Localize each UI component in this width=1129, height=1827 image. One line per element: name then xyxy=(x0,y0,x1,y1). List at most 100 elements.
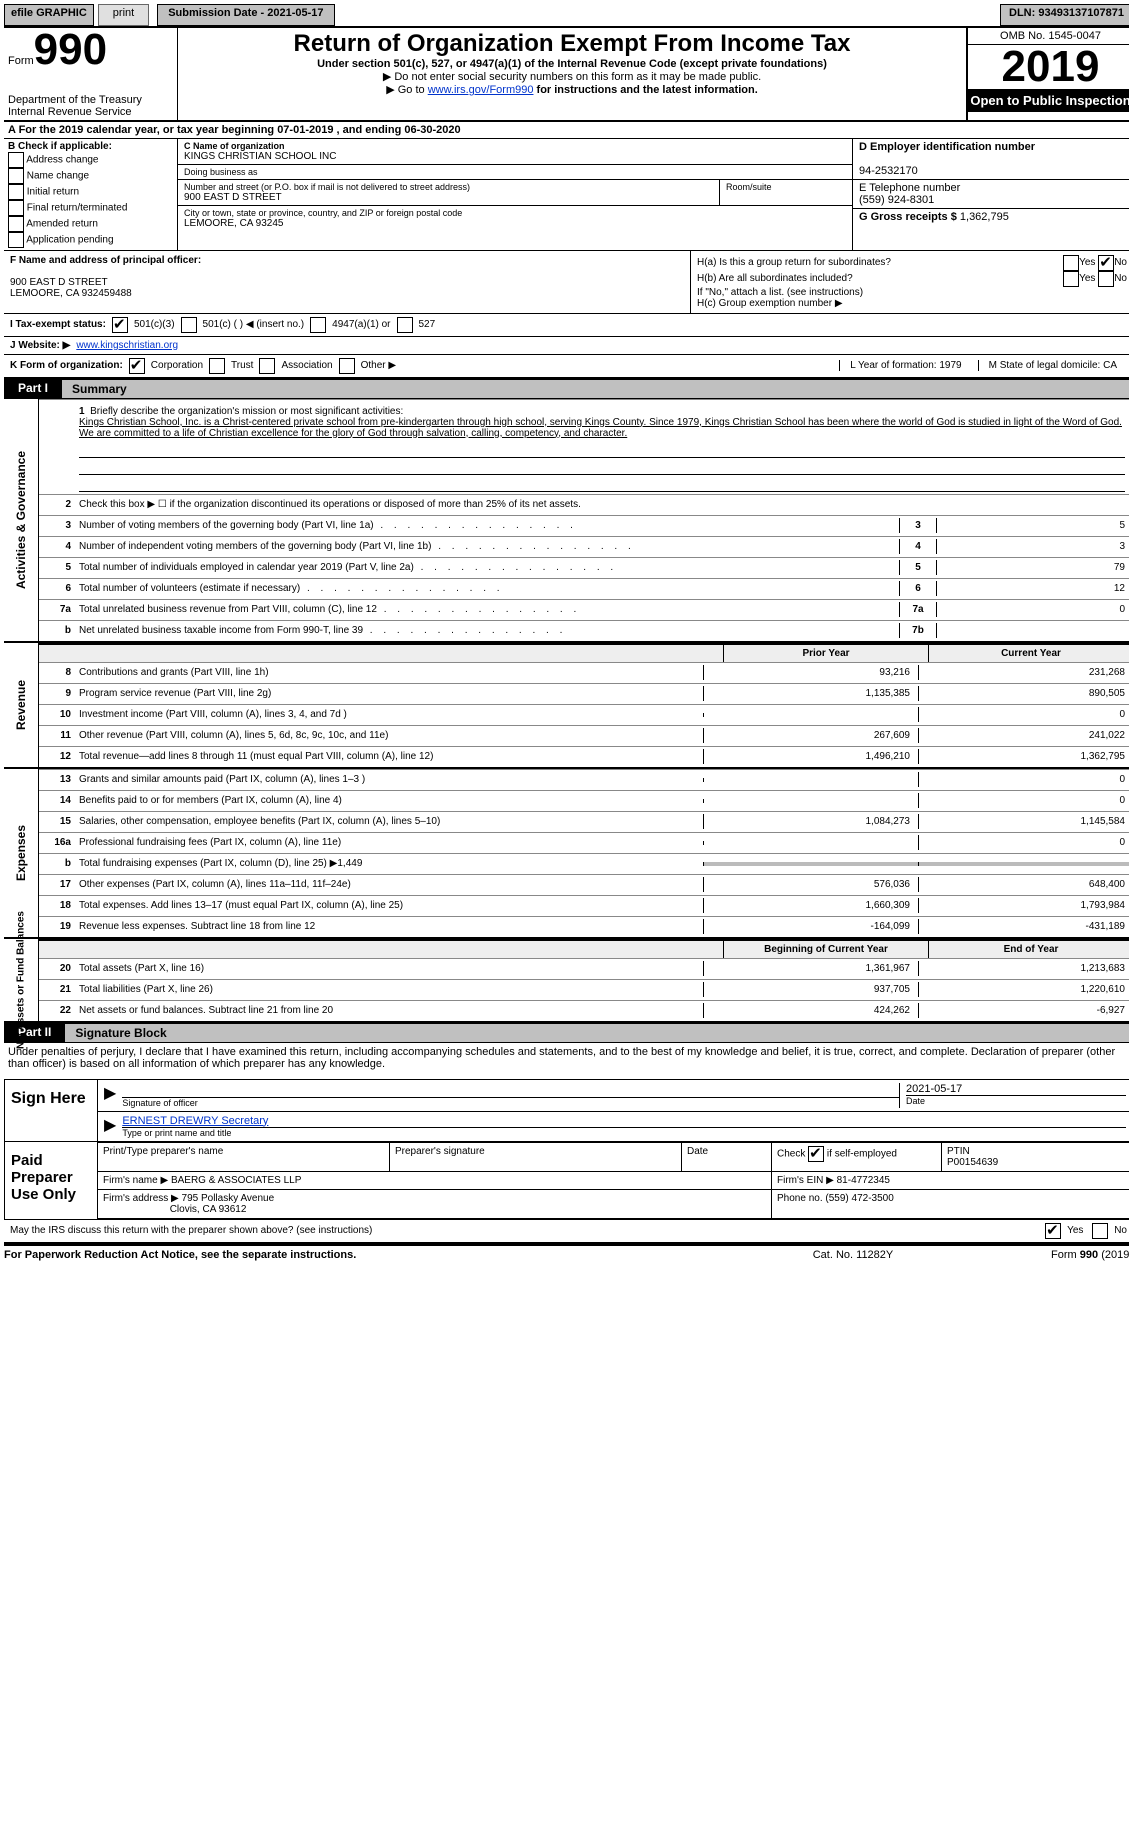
sign-arrow-icon-2: ▶ xyxy=(104,1115,116,1138)
website-link[interactable]: www.kingschristian.org xyxy=(76,340,178,351)
sign-arrow-icon: ▶ xyxy=(104,1083,116,1108)
k-opt1: Corporation xyxy=(151,360,203,371)
prep-name-hdr: Print/Type preparer's name xyxy=(98,1143,390,1172)
print-button[interactable]: print xyxy=(98,4,149,26)
k-assoc-checkbox[interactable] xyxy=(259,358,275,374)
summary-line: 13Grants and similar amounts paid (Part … xyxy=(39,769,1129,790)
tax-year: 2019 xyxy=(968,45,1129,89)
row-j: J Website: ▶ www.kingschristian.org xyxy=(4,337,1129,355)
summary-line: 19Revenue less expenses. Subtract line 1… xyxy=(39,916,1129,937)
city-label: City or town, state or province, country… xyxy=(184,208,846,218)
irs-link[interactable]: www.irs.gov/Form990 xyxy=(428,84,534,96)
hb-note: If "No," attach a list. (see instruction… xyxy=(697,287,1127,298)
cat-no: Cat. No. 11282Y xyxy=(753,1249,953,1261)
summary-line: 15Salaries, other compensation, employee… xyxy=(39,811,1129,832)
row-i: I Tax-exempt status: 501(c)(3) 501(c) ( … xyxy=(4,314,1129,337)
summary-line: 18Total expenses. Add lines 13–17 (must … xyxy=(39,895,1129,916)
net-col-header: Beginning of Current Year End of Year xyxy=(39,939,1129,958)
tel-value: (559) 924-8301 xyxy=(859,194,934,206)
summary-line: 16aProfessional fundraising fees (Part I… xyxy=(39,832,1129,853)
selfemp-checkbox[interactable] xyxy=(808,1146,824,1162)
officer-name[interactable]: ERNEST DREWRY Secretary xyxy=(122,1115,268,1127)
summary-line: 4Number of independent voting members of… xyxy=(39,536,1129,557)
secb-option[interactable]: Address change xyxy=(8,152,173,168)
firm-addr2: Clovis, CA 93612 xyxy=(170,1204,247,1215)
sig-date-label: Date xyxy=(906,1096,1126,1106)
summary-line: 17Other expenses (Part IX, column (A), l… xyxy=(39,874,1129,895)
dept-treasury: Department of the Treasury Internal Reve… xyxy=(8,94,173,118)
ha-no-checkbox[interactable] xyxy=(1098,255,1114,271)
i-527-checkbox[interactable] xyxy=(397,317,413,333)
revenue-col-header: Prior Year Current Year xyxy=(39,643,1129,662)
paid-preparer-label: Paid Preparer Use Only xyxy=(5,1142,97,1219)
i-501c-checkbox[interactable] xyxy=(181,317,197,333)
form-title: Return of Organization Exempt From Incom… xyxy=(186,30,958,58)
secb-option[interactable]: Name change xyxy=(8,168,173,184)
firm-ein-label: Firm's EIN ▶ xyxy=(777,1175,834,1186)
dln-label: DLN: 93493137107871 xyxy=(1000,4,1129,26)
expenses-section: Expenses 13Grants and similar amounts pa… xyxy=(4,769,1129,939)
firm-name: BAERG & ASSOCIATES LLP xyxy=(171,1175,301,1186)
i-501c3-checkbox[interactable] xyxy=(112,317,128,333)
summary-line: 5Total number of individuals employed in… xyxy=(39,557,1129,578)
net-assets-section: Net Assets or Fund Balances Beginning of… xyxy=(4,939,1129,1023)
secb-option[interactable]: Amended return xyxy=(8,216,173,232)
section-h: H(a) Is this a group return for subordin… xyxy=(691,251,1129,313)
prep-date-hdr: Date xyxy=(682,1143,772,1172)
ruled-lines xyxy=(79,441,1125,492)
ein-label: D Employer identification number xyxy=(859,141,1035,153)
part2-title: Signature Block xyxy=(65,1023,1129,1043)
secb-option[interactable]: Initial return xyxy=(8,184,173,200)
k-opt3: Association xyxy=(281,360,332,371)
gross-value: 1,362,795 xyxy=(960,211,1009,223)
i-4947-checkbox[interactable] xyxy=(310,317,326,333)
i-opt4: 527 xyxy=(419,319,436,330)
form-word: Form xyxy=(8,55,34,67)
paperwork-notice: For Paperwork Reduction Act Notice, see … xyxy=(4,1249,753,1261)
section-f: F Name and address of principal officer:… xyxy=(4,251,691,313)
k-other-checkbox[interactable] xyxy=(339,358,355,374)
row-klm: K Form of organization: Corporation Trus… xyxy=(4,355,1129,379)
summary-line: 8Contributions and grants (Part VIII, li… xyxy=(39,662,1129,683)
l-year: L Year of formation: 1979 xyxy=(839,360,971,371)
revenue-section: Revenue Prior Year Current Year 8Contrib… xyxy=(4,643,1129,769)
secb-option[interactable]: Final return/terminated xyxy=(8,200,173,216)
summary-line: 14Benefits paid to or for members (Part … xyxy=(39,790,1129,811)
prep-sig-hdr: Preparer's signature xyxy=(390,1143,682,1172)
section-d: D Employer identification number 94-2532… xyxy=(852,139,1129,250)
goto-post: for instructions and the latest informat… xyxy=(537,84,758,96)
header-right: OMB No. 1545-0047 2019 Open to Public In… xyxy=(966,28,1129,120)
secb-option[interactable]: Application pending xyxy=(8,232,173,248)
section-fh: F Name and address of principal officer:… xyxy=(4,251,1129,314)
room-label: Room/suite xyxy=(726,182,846,192)
perjury-statement: Under penalties of perjury, I declare th… xyxy=(4,1043,1129,1073)
current-year-hdr: Current Year xyxy=(928,645,1129,662)
summary-line: 12Total revenue—add lines 8 through 11 (… xyxy=(39,746,1129,767)
form-number: 990 xyxy=(34,25,107,74)
discuss-row: May the IRS discuss this return with the… xyxy=(4,1220,1129,1244)
firm-phone: (559) 472-3500 xyxy=(825,1193,893,1204)
sign-here-label: Sign Here xyxy=(5,1080,97,1141)
ha-label: H(a) Is this a group return for subordin… xyxy=(697,257,1063,268)
hb-label: H(b) Are all subordinates included? xyxy=(697,273,1063,284)
k-trust-checkbox[interactable] xyxy=(209,358,225,374)
vlabel-net: Net Assets or Fund Balances xyxy=(4,939,39,1021)
discuss-no-checkbox[interactable] xyxy=(1092,1223,1108,1239)
summary-line: 7aTotal unrelated business revenue from … xyxy=(39,599,1129,620)
hb-yes-checkbox[interactable] xyxy=(1063,271,1079,287)
section-b-title: B Check if applicable: xyxy=(8,141,112,152)
ha-yes-checkbox[interactable] xyxy=(1063,255,1079,271)
discuss-yes-checkbox[interactable] xyxy=(1045,1223,1061,1239)
i-opt2: 501(c) ( ) ◀ (insert no.) xyxy=(203,319,305,330)
summary-line: 22Net assets or fund balances. Subtract … xyxy=(39,1000,1129,1021)
officer-addr1: 900 EAST D STREET xyxy=(10,277,684,288)
k-corp-checkbox[interactable] xyxy=(129,358,145,374)
part2-tag: Part II xyxy=(4,1023,65,1043)
hb-no-checkbox[interactable] xyxy=(1098,271,1114,287)
submission-date: Submission Date - 2021-05-17 xyxy=(157,4,334,26)
form-page-ref: Form 990 (2019) xyxy=(953,1249,1129,1261)
part2-header: Part II Signature Block xyxy=(4,1023,1129,1043)
dba-label: Doing business as xyxy=(184,167,846,177)
i-opt3: 4947(a)(1) or xyxy=(332,319,390,330)
summary-line: 10Investment income (Part VIII, column (… xyxy=(39,704,1129,725)
